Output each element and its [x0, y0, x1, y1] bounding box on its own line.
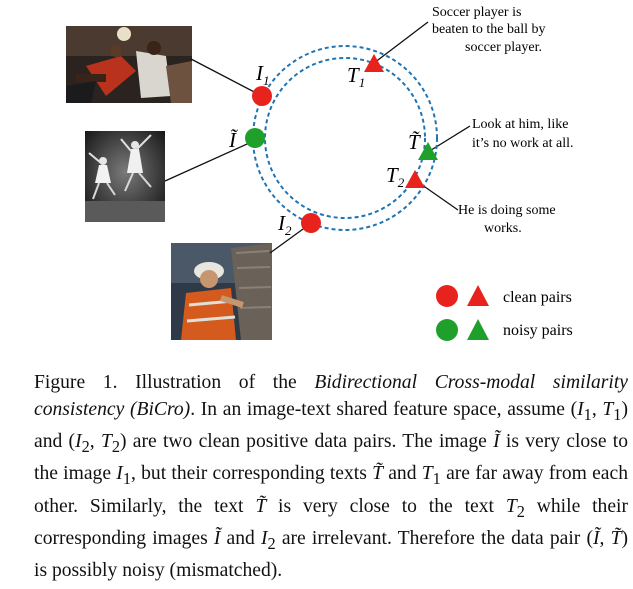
caption-text: while their corresponding images — [34, 495, 629, 549]
legend: clean pairs noisy pairs — [436, 285, 573, 341]
math-Itilde: Ĩ — [213, 527, 221, 549]
feature-space-diagram: I1 Ĩ I2 T1 T̃ T2 Soccer player is beaten… — [164, 5, 574, 341]
math-sub: 2 — [81, 437, 90, 457]
math-I: I — [260, 527, 268, 549]
math-I: I — [116, 463, 123, 485]
math-sub: 1 — [432, 469, 441, 489]
math-sub: 1 — [122, 469, 131, 489]
figure-caption: Figure 1. Illustration of the Bidirectio… — [34, 369, 628, 584]
caption-text: are irrelevant. Therefore the data pair … — [275, 527, 593, 549]
text-T1-line1: Soccer player is — [432, 5, 521, 20]
math-sub: 1 — [613, 405, 622, 425]
math-sub: 1 — [583, 405, 592, 425]
image-Itilde-point — [245, 128, 265, 148]
math-Ttilde: T̃ — [255, 495, 267, 517]
text-T2-line1: He is doing some — [458, 203, 556, 218]
math-sub: 2 — [516, 501, 525, 521]
dancers-photo — [85, 131, 165, 222]
legend-noisy-triangle — [467, 319, 489, 340]
math-T: T — [505, 495, 517, 517]
caption-text: , — [599, 527, 611, 549]
caption-text: , — [591, 399, 603, 421]
caption-prefix: Figure 1. Illustration of the — [34, 372, 315, 393]
caption-text: is very close to the text — [266, 495, 506, 517]
caption-text: and — [383, 463, 422, 485]
image-I2-point — [301, 213, 321, 233]
math-Itilde: Ĩ — [493, 431, 500, 453]
label-T1: T1 — [347, 63, 365, 90]
caption-text: , — [89, 431, 101, 453]
legend-clean-circle — [436, 285, 458, 307]
label-T2: T2 — [386, 163, 405, 190]
caption-text: . In an image-text shared feature space,… — [190, 399, 578, 421]
text-T2-triangle — [405, 170, 425, 188]
math-Ttilde: T̃ — [610, 527, 622, 549]
math-T: T — [421, 463, 433, 485]
legend-clean-label: clean pairs — [503, 289, 572, 306]
caption-text: are far away from each other. Similarly,… — [34, 463, 628, 517]
connector-line — [427, 125, 471, 153]
math-T: T — [602, 399, 614, 421]
text-Ttilde-line2: it’s no work at all. — [472, 136, 574, 151]
text-Ttilde-line1: Look at him, like — [472, 117, 568, 132]
text-T1-triangle — [364, 54, 384, 72]
caption-text: is very close to the image — [34, 431, 629, 485]
caption-title: Bidirectional Cross-modal similarity con… — [34, 372, 628, 421]
math-Ttilde: T̃ — [372, 463, 383, 485]
connector-line — [373, 21, 429, 64]
caption-text: and — [220, 527, 261, 549]
legend-noisy-circle — [436, 319, 458, 341]
worker-photo — [171, 243, 272, 340]
math-sub: 2 — [267, 533, 276, 553]
legend-clean-triangle — [467, 285, 489, 306]
text-T1-line3: soccer player. — [465, 40, 542, 55]
legend-noisy-label: noisy pairs — [503, 322, 573, 339]
math-I: I — [577, 399, 584, 421]
figure-illustration: I1 Ĩ I2 T1 T̃ T2 Soccer player is beaten… — [66, 5, 574, 341]
image-I1-point — [252, 86, 272, 106]
text-Ttilde-triangle — [418, 142, 438, 160]
connector-line — [190, 58, 263, 97]
math-I: I — [75, 431, 82, 453]
text-T2-line2: works. — [484, 221, 522, 236]
inner-dashed-circle — [264, 57, 426, 219]
connector-line — [164, 139, 257, 182]
caption-text: ) are two clean positive data pairs. The… — [120, 431, 494, 453]
caption-text: , but their corresponding texts — [130, 463, 373, 485]
label-I1: I1 — [255, 61, 270, 88]
label-Itilde: Ĩ — [228, 128, 238, 152]
caption-text: ) and ( — [34, 399, 628, 453]
math-Itilde: Ĩ — [592, 527, 600, 549]
soccer-photo — [66, 26, 192, 103]
math-T: T — [100, 431, 112, 453]
text-T1-line2: beaten to the ball by — [432, 22, 546, 37]
math-sub: 2 — [111, 437, 121, 457]
caption-text: ) is possibly noisy (mismatched). — [34, 527, 628, 581]
label-I2: I2 — [277, 211, 292, 238]
label-Ttilde: T̃ — [408, 130, 421, 154]
